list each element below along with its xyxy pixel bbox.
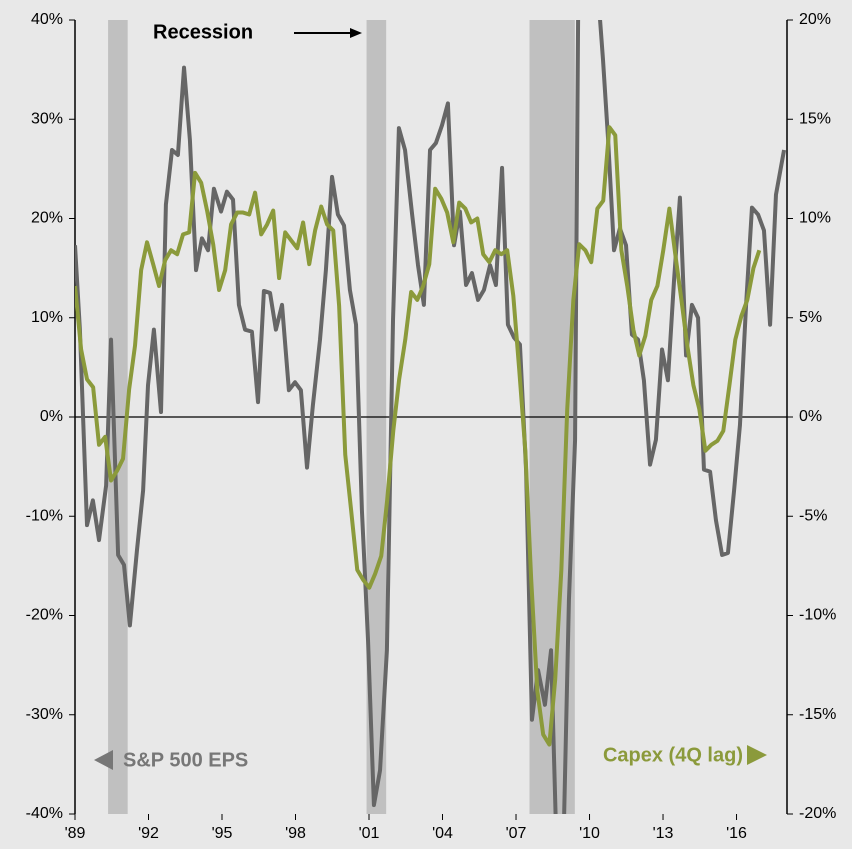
- y2-tick-label: -5%: [799, 507, 827, 524]
- y-tick-label: -40%: [26, 805, 63, 822]
- y2-tick-label: -15%: [799, 706, 836, 723]
- legend-label: Capex (4Q lag): [603, 744, 743, 766]
- y2-tick-label: 15%: [799, 110, 831, 127]
- x-tick-label: '07: [506, 825, 527, 842]
- y-tick-label: 10%: [31, 309, 63, 326]
- x-tick-label: '04: [432, 825, 453, 842]
- y2-tick-label: 0%: [799, 408, 822, 425]
- y-tick-label: -30%: [26, 706, 63, 723]
- y2-tick-label: -20%: [799, 805, 836, 822]
- y2-tick-label: 20%: [799, 11, 831, 28]
- x-tick-label: '89: [65, 825, 86, 842]
- legend-arrow-left: [94, 750, 113, 770]
- x-tick-label: '10: [579, 825, 600, 842]
- y2-tick-label: 5%: [799, 309, 822, 326]
- x-tick-label: '16: [726, 825, 747, 842]
- y-tick-label: 40%: [31, 11, 63, 28]
- x-tick-label: '98: [285, 825, 306, 842]
- recession-arrowhead: [350, 28, 362, 38]
- x-tick-label: '95: [212, 825, 233, 842]
- x-tick-label: '13: [653, 825, 674, 842]
- y-tick-label: 20%: [31, 210, 63, 227]
- y-tick-label: -10%: [26, 507, 63, 524]
- y-tick-label: 0%: [40, 408, 63, 425]
- series-line: [75, 125, 762, 747]
- y-tick-label: 30%: [31, 110, 63, 127]
- x-tick-label: '01: [359, 825, 380, 842]
- x-tick-label: '92: [138, 825, 159, 842]
- y2-tick-label: 10%: [799, 210, 831, 227]
- recession-label: Recession: [153, 21, 253, 43]
- y2-tick-label: -10%: [799, 607, 836, 624]
- legend-label: S&P 500 EPS: [123, 749, 248, 771]
- legend-arrow-right: [747, 745, 767, 765]
- y-tick-label: -20%: [26, 607, 63, 624]
